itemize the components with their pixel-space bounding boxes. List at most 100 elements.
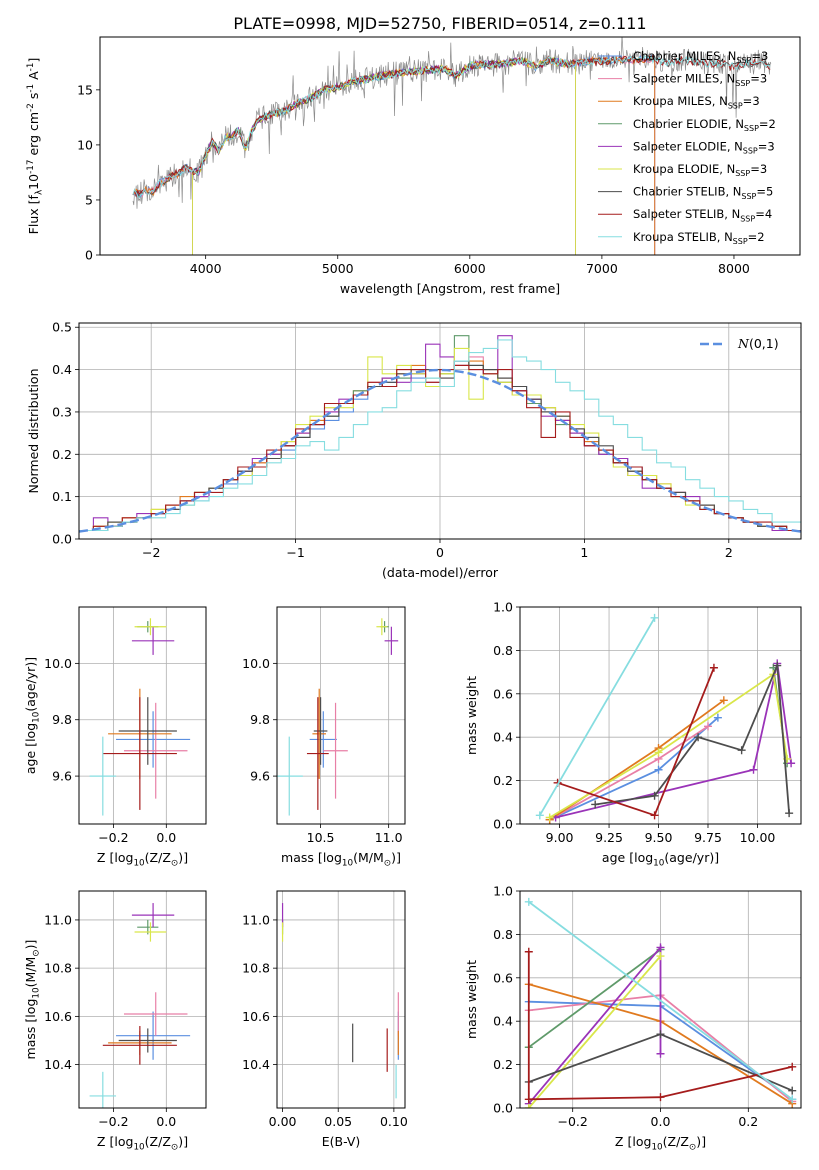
- data-layer: [132, 37, 772, 255]
- x-tick-label: −0.2: [98, 830, 128, 845]
- x-tick-label: 9.25: [595, 830, 623, 845]
- x-tick-label: 7000: [586, 261, 618, 276]
- y-axis-label: mass [log10(M/M⊙)]: [23, 940, 42, 1060]
- y-tick-label: 9.8: [52, 712, 72, 727]
- errorbar-point-5: [376, 618, 388, 636]
- legend-label: Kroupa STELIB, NSSP=2: [633, 230, 765, 246]
- errorbar-point-1: [123, 992, 188, 1036]
- panel-z-mass: −0.2 0.0 10.4 10.6 10.8 11.0 Z [log10(Z/Z⊙)] ma…: [23, 890, 207, 1153]
- errorbar-point-5: [134, 922, 167, 942]
- x-tick-label: −1: [286, 545, 304, 560]
- y-tick-label: 0.4: [493, 730, 513, 745]
- axes-frame: [276, 606, 406, 825]
- x-tick-label: 9.75: [694, 830, 722, 845]
- legend-label: Salpeter STELIB, NSSP=4: [633, 207, 772, 223]
- x-tick-label: 0.0: [156, 1114, 176, 1129]
- x-tick-label: 1: [580, 545, 588, 560]
- y-axis-label: Normed distribution: [26, 368, 41, 493]
- y-tick-label: 1.0: [493, 884, 513, 899]
- x-tick-label: 0.00: [269, 1114, 297, 1129]
- x-tick-label: −0.2: [98, 1114, 128, 1129]
- y-tick-label: 11.0: [242, 912, 270, 927]
- y-tick-label: 0.6: [493, 970, 513, 985]
- weight-marker: [654, 765, 663, 774]
- y-axis-label: mass weight: [464, 676, 479, 755]
- axes-frame: [519, 890, 802, 1109]
- y-tick-label: 10.0: [44, 656, 72, 671]
- errorbar-point-0: [116, 1011, 191, 1060]
- errorbar-point-7: [102, 1026, 177, 1065]
- weight-marker: [591, 800, 600, 809]
- y-tick-label: 0.2: [493, 773, 513, 788]
- errorbar-point-1: [323, 702, 348, 799]
- weight-marker: [788, 1095, 797, 1104]
- y-tick-label: 9.6: [250, 769, 270, 784]
- data-layer: [89, 618, 191, 816]
- panel-ebv-mass: 0.00 0.05 0.10 10.4 10.6 10.8 11.0 E(B-V): [242, 890, 408, 1149]
- legend-label: Salpeter MILES, NSSP=3: [633, 72, 767, 88]
- weight-marker: [524, 897, 533, 906]
- x-axis-label: Z [log10(Z/Z⊙)]: [97, 850, 188, 869]
- y-tick-label: 10.0: [242, 656, 270, 671]
- y-axis-label: age [log10(age/yr)]: [23, 657, 42, 774]
- y-tick-label: 11.0: [44, 912, 72, 927]
- legend-label: Chabrier STELIB, NSSP=5: [633, 185, 773, 201]
- y-tick-label: 1.0: [493, 600, 513, 615]
- axes-frame: [78, 606, 207, 825]
- grid: [277, 891, 405, 1108]
- panel-spectrum: 4000 5000 6000 7000 8000 0 5 10 15 wavelength [An…: [26, 36, 801, 296]
- weight-marker: [788, 1062, 797, 1071]
- weight-marker: [524, 947, 533, 956]
- weight-line-8: [528, 901, 793, 1101]
- errorbar-point-7: [306, 697, 329, 810]
- weight-marker: [703, 722, 712, 731]
- observed-spectrum: [132, 37, 772, 209]
- errorbar-point-0: [309, 711, 337, 768]
- x-tick-label: 5000: [322, 261, 354, 276]
- errorbar-point-8: [277, 736, 303, 816]
- x-axis-label: Z [log10(Z/Z⊙)]: [615, 1134, 706, 1153]
- errorbar-point-1: [123, 702, 188, 799]
- x-tick-label: 8000: [718, 261, 750, 276]
- panel-z-age: −0.2 0.0 9.6 9.8 10.0 Z [log10(Z/Z⊙)] age [log…: [23, 606, 207, 869]
- x-tick-label: −2: [142, 545, 160, 560]
- x-tick-label: 10.00: [740, 830, 776, 845]
- y-axis-label: Flux [fλ10-17 erg cm-2 s-1 A-1]: [26, 58, 45, 235]
- axes-frame: [519, 606, 802, 825]
- x-axis-label: (data-model)/error: [382, 565, 499, 580]
- axes-frame: [99, 36, 801, 256]
- y-tick-label: 0.6: [493, 686, 513, 701]
- weight-marker: [749, 765, 758, 774]
- panel-age-weight: 9.00 9.25 9.50 9.75 10.00 0.0 0.2 0.4 0.6 0.8 1.0 a…: [464, 600, 802, 869]
- gaussian-curve: [79, 368, 801, 533]
- x-axis-label: age [log10(age/yr)]: [602, 850, 719, 869]
- panel-residuals: −2 −1 0 1 2 0.0 0.1 0.2 0.3 0.4 0.5 (data-model)/er…: [26, 320, 802, 580]
- legend-label: Chabrier MILES, NSSP=3: [633, 49, 768, 65]
- legend-label: Kroupa ELODIE, NSSP=3: [633, 162, 767, 178]
- y-tick-label: 0: [85, 248, 93, 263]
- errorbar-point-7: [102, 697, 177, 810]
- legend-label: Salpeter ELODIE, NSSP=3: [633, 139, 775, 155]
- legend-label: N(0,1): [737, 336, 779, 351]
- data-layer: [89, 903, 191, 1108]
- errorbar-point-2: [312, 688, 327, 779]
- plot-area: [79, 607, 206, 824]
- data-layer: [281, 903, 399, 1099]
- panel-mass-age: 10.5 11.0 9.6 9.8 10.0 mass [log10(M/M⊙)]: [242, 606, 406, 869]
- y-tick-label: 5: [85, 192, 93, 207]
- weight-marker: [656, 1030, 665, 1039]
- plot-area: [277, 891, 405, 1108]
- x-tick-label: 11.0: [375, 830, 403, 845]
- x-axis-label: E(B-V): [322, 1134, 361, 1149]
- weight-line-5: [528, 955, 662, 1108]
- weight-marker: [719, 696, 728, 705]
- x-tick-label: 4000: [190, 261, 222, 276]
- x-tick-label: 0.2: [738, 1114, 758, 1129]
- weight-marker: [535, 811, 544, 820]
- errorbar-point-8: [89, 1071, 117, 1108]
- y-tick-label: 10: [77, 137, 93, 152]
- axes-frame: [276, 890, 406, 1109]
- x-tick-label: 0: [436, 545, 444, 560]
- errorbar-point-5: [134, 618, 167, 636]
